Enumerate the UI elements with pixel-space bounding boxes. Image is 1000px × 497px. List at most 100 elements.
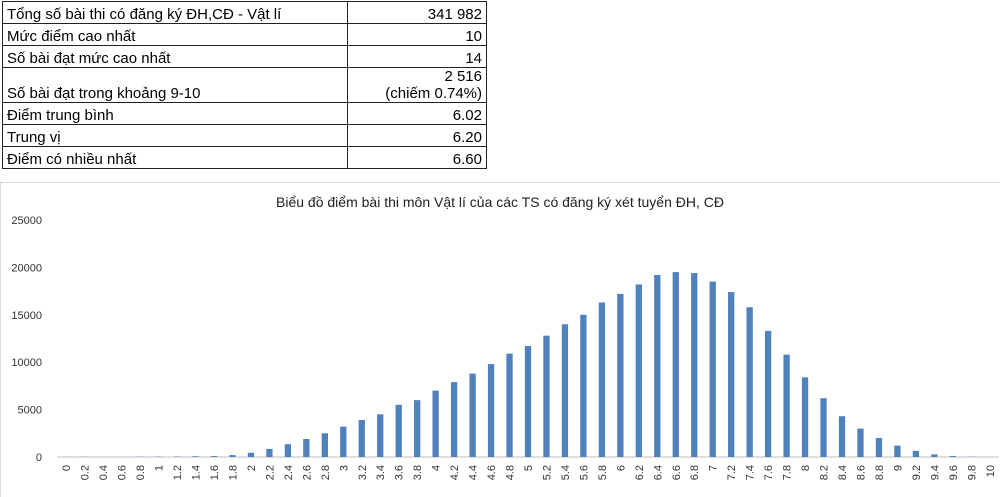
bar bbox=[783, 354, 790, 457]
bar bbox=[432, 390, 439, 457]
x-tick-label: 4.4 bbox=[468, 465, 480, 480]
x-tick-label: 2.2 bbox=[264, 465, 276, 480]
label-cell: Tổng số bài thi có đăng ký ĐH,CĐ - Vật l… bbox=[2, 1, 348, 24]
bar bbox=[931, 454, 938, 457]
table-row: Điểm trung bình 6.02 bbox=[2, 102, 487, 125]
x-tick-label: 9.6 bbox=[948, 465, 960, 480]
bar bbox=[450, 382, 458, 457]
bar bbox=[875, 438, 883, 457]
x-tick-label: 2.6 bbox=[301, 465, 313, 480]
bar bbox=[561, 324, 569, 457]
bar bbox=[358, 420, 365, 457]
value-cell: 6.02 bbox=[347, 102, 487, 125]
y-tick-label: 25000 bbox=[11, 215, 42, 227]
x-tick-label: 0.8 bbox=[135, 465, 147, 480]
x-tick-label: 3.6 bbox=[394, 465, 406, 480]
y-tick-label: 5000 bbox=[18, 405, 42, 417]
x-tick-label: 2.4 bbox=[283, 465, 295, 480]
cell-line: 2 516 bbox=[444, 68, 482, 85]
x-tick-label: 4.8 bbox=[505, 465, 517, 480]
x-tick-label: 3 bbox=[338, 465, 350, 471]
bar bbox=[598, 302, 606, 457]
x-tick-label: 5.8 bbox=[597, 465, 609, 480]
y-tick-label: 20000 bbox=[11, 262, 42, 274]
bar bbox=[506, 353, 513, 457]
bar bbox=[340, 426, 347, 457]
x-tick-label: 7 bbox=[708, 465, 720, 471]
x-tick-label: 1.6 bbox=[209, 465, 221, 480]
label-cell: Điểm trung bình bbox=[2, 102, 348, 125]
bar bbox=[672, 272, 679, 457]
bar bbox=[894, 445, 901, 457]
x-tick-label: 0.4 bbox=[98, 465, 110, 480]
x-tick-label: 5 bbox=[523, 465, 535, 471]
x-tick-label: 0 bbox=[61, 465, 73, 471]
x-tick-label: 1.2 bbox=[172, 465, 184, 480]
bar bbox=[857, 428, 864, 457]
stats-table: Tổng số bài thi có đăng ký ĐH,CĐ - Vật l… bbox=[2, 1, 487, 169]
bar bbox=[949, 456, 956, 457]
bar bbox=[746, 307, 753, 457]
x-tick-label: 2.8 bbox=[320, 465, 332, 480]
x-tick-label: 4.2 bbox=[449, 465, 461, 480]
x-tick-label: 7.6 bbox=[763, 465, 775, 480]
bar bbox=[580, 314, 587, 457]
x-tick-label: 1.4 bbox=[191, 465, 203, 480]
bar bbox=[617, 293, 624, 457]
x-tick-label: 3.8 bbox=[412, 465, 424, 480]
value-cell: 6.20 bbox=[347, 124, 487, 147]
bar bbox=[414, 400, 421, 457]
x-tick-label: 6.6 bbox=[671, 465, 683, 480]
bar bbox=[691, 273, 698, 457]
x-tick-label: 1 bbox=[154, 465, 166, 471]
x-tick-label: 5.6 bbox=[578, 465, 590, 480]
bar bbox=[210, 456, 218, 457]
bar bbox=[469, 373, 476, 457]
value-cell: 6.60 bbox=[347, 146, 487, 169]
label-cell: Mức điểm cao nhất bbox=[2, 23, 348, 46]
x-tick-label: 7.4 bbox=[745, 465, 757, 480]
x-tick-label: 6.2 bbox=[634, 465, 646, 480]
x-tick-label: 9.2 bbox=[911, 465, 923, 480]
value-cell: 2 516 (chiếm 0.74%) bbox=[347, 67, 487, 103]
x-tick-label: 6.8 bbox=[689, 465, 701, 480]
bar bbox=[524, 346, 532, 457]
x-tick-label: 9.8 bbox=[966, 465, 978, 480]
bar bbox=[266, 448, 273, 457]
bar bbox=[635, 284, 642, 457]
bar bbox=[801, 377, 809, 457]
value-cell: 14 bbox=[347, 45, 487, 68]
bar bbox=[192, 456, 199, 457]
table-row: Trung vị 6.20 bbox=[2, 124, 487, 147]
table-row: Số bài đạt mức cao nhất 14 bbox=[2, 45, 487, 68]
chart-border bbox=[0, 182, 1000, 497]
bar bbox=[764, 330, 772, 457]
bar bbox=[321, 433, 328, 457]
bar bbox=[820, 398, 827, 457]
y-tick-label: 15000 bbox=[11, 310, 42, 322]
label-cell: Điểm có nhiều nhất bbox=[2, 146, 348, 169]
bar bbox=[229, 455, 236, 457]
label-cell: Trung vị bbox=[2, 124, 348, 147]
bar bbox=[912, 450, 920, 457]
x-tick-label: 8.8 bbox=[874, 465, 886, 480]
x-tick-label: 6 bbox=[615, 465, 627, 471]
y-tick-label: 10000 bbox=[11, 357, 42, 369]
table-row: Số bài đạt trong khoảng 9-10 2 516 (chiếm … bbox=[2, 67, 487, 103]
x-tick-label: 8.2 bbox=[819, 465, 831, 480]
bar bbox=[728, 292, 735, 457]
x-tick-label: 7.2 bbox=[726, 465, 738, 480]
bar bbox=[377, 414, 384, 457]
x-tick-label: 5.4 bbox=[560, 465, 572, 480]
table-row: Mức điểm cao nhất 10 bbox=[2, 23, 487, 46]
x-tick-label: 9 bbox=[892, 465, 904, 471]
bar bbox=[543, 335, 550, 457]
chart-title: Biểu đồ điểm bài thi môn Vật lí của các … bbox=[276, 194, 724, 210]
table-row: Tổng số bài thi có đăng ký ĐH,CĐ - Vật l… bbox=[2, 1, 487, 24]
value-cell: 10 bbox=[347, 23, 487, 46]
x-tick-label: 8 bbox=[800, 465, 812, 471]
x-tick-label: 0.6 bbox=[117, 465, 129, 480]
x-tick-label: 2 bbox=[246, 465, 258, 471]
cell-line: (chiếm 0.74%) bbox=[385, 85, 482, 102]
